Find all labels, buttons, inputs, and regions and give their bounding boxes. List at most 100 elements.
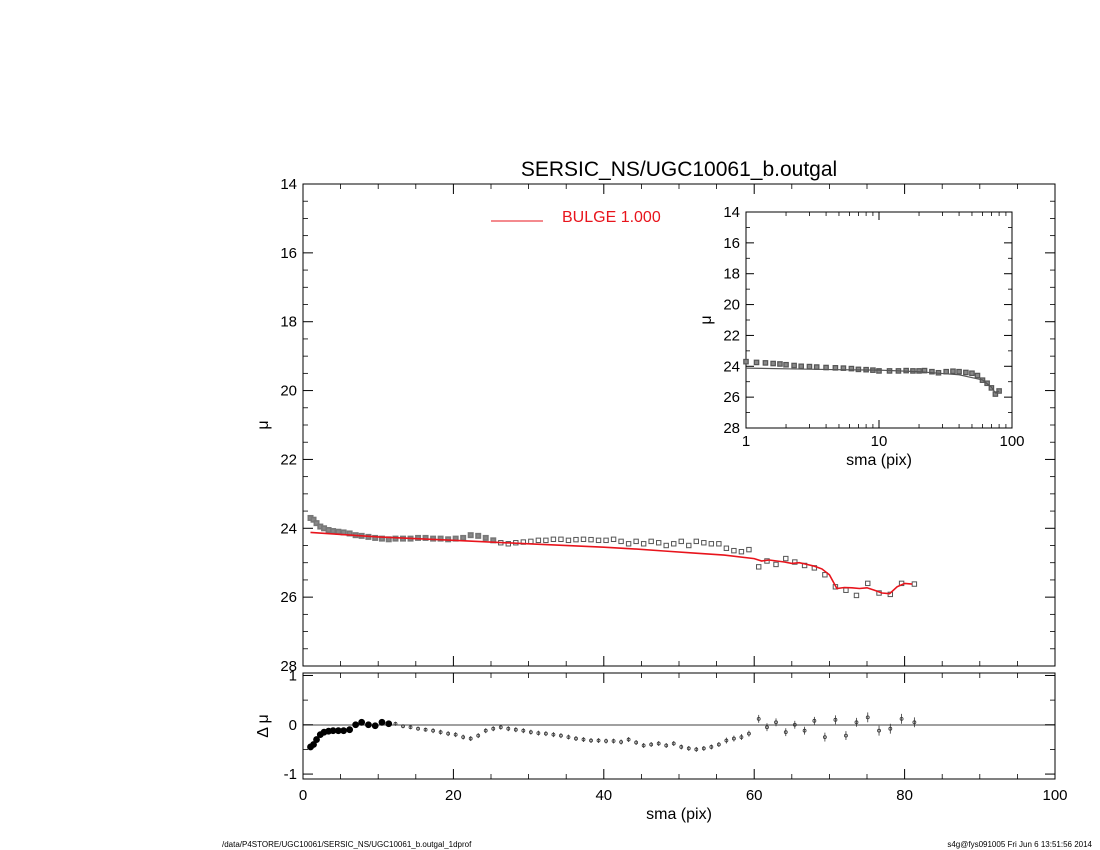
data-point [330, 528, 337, 535]
residual-y-tick-label: 1 [289, 667, 297, 684]
data-point [671, 541, 677, 547]
residual-point [844, 733, 848, 738]
inset-x-tick-label: 1 [742, 433, 750, 450]
inset-model-line [745, 367, 1000, 394]
inset-y-tick-label: 22 [723, 327, 740, 344]
inset-data-point [950, 368, 956, 375]
residual-point [566, 735, 571, 739]
data-point [437, 535, 444, 542]
data-point [610, 536, 617, 543]
inset-data-point [791, 362, 797, 369]
data-point [686, 542, 692, 549]
inset-data-point [916, 368, 922, 374]
inset-data-point [956, 368, 962, 375]
chart-title: SERSIC_NS/UGC10061_b.outgal [521, 158, 837, 181]
data-point [746, 546, 752, 553]
residual-point [679, 745, 684, 749]
inset-data-point [777, 361, 783, 367]
inset-data-point [783, 361, 789, 368]
residual-point [513, 727, 518, 732]
data-point [723, 545, 730, 551]
data-point [392, 535, 399, 542]
residual-point [756, 716, 761, 721]
residual-point [701, 746, 706, 751]
residual-point [812, 718, 817, 723]
residual-panel: 10-10 20 40 60 80 100 Δ μ sma (pix) [255, 667, 1068, 823]
residual-point [423, 727, 428, 732]
main-y-tick-label: 24 [280, 520, 297, 537]
main-axis-ticks: 14 16 18 20 22 24 26 28 [280, 176, 1056, 675]
residual-point [664, 743, 669, 748]
residual-point [453, 732, 458, 737]
inset-y-tick-label: 24 [723, 358, 740, 375]
residual-point [912, 720, 917, 725]
residual-point [365, 721, 372, 729]
residual-point [604, 739, 608, 743]
residual-point [833, 717, 838, 722]
main-y-tick-label: 18 [280, 314, 297, 331]
data-point [603, 537, 609, 544]
residual-point [358, 718, 366, 726]
residual-point [641, 743, 646, 748]
residual-point [792, 722, 797, 727]
data-point [535, 537, 542, 544]
inset-x-tick-label: 100 [999, 433, 1024, 450]
residual-point [536, 731, 541, 736]
residual-axis-ticks: 10-10 20 40 60 80 100 [284, 667, 1068, 804]
residual-point [446, 731, 451, 736]
inset-y-tick-label: 20 [723, 297, 740, 314]
residual-point [724, 738, 729, 743]
data-point [422, 534, 429, 541]
data-point [313, 520, 320, 527]
residual-point [521, 728, 526, 733]
residual-point [899, 716, 904, 721]
residual-point [783, 730, 788, 735]
data-point [865, 580, 871, 587]
x-tick-label: 60 [746, 787, 763, 804]
residual-point [581, 737, 586, 742]
inset-data-point [996, 388, 1002, 394]
residual-point [551, 732, 556, 737]
residual-y-tick-label: -1 [284, 766, 297, 783]
residual-point [528, 730, 533, 735]
inset-data-point [992, 391, 999, 397]
main-y-tick-label: 22 [280, 451, 297, 468]
data-point [310, 516, 317, 523]
data-point [528, 538, 534, 545]
residual-point [559, 733, 563, 738]
residual-point [731, 736, 736, 741]
residual-point [393, 721, 398, 726]
data-point [505, 541, 511, 547]
inset-axis-ticks: 14 16 18 20 22 24 26 281 10 100 [723, 204, 1024, 450]
residual-point [476, 733, 481, 738]
residual-point [483, 728, 488, 733]
residual-point [671, 741, 676, 746]
residual-point [634, 740, 639, 745]
residual-y-axis-label: Δ μ [255, 714, 272, 737]
data-point [843, 587, 849, 593]
inset-data-point [762, 360, 769, 366]
residual-point [619, 740, 623, 744]
main-y-tick-label: 28 [280, 658, 297, 675]
residual-point [401, 724, 405, 729]
x-tick-label: 20 [445, 787, 462, 804]
inset-y-axis-label: μ [698, 315, 715, 324]
footer-file-path: /data/P4STORE/UGC10061/SERSIC_NS/UGC1006… [222, 840, 472, 849]
residual-point [352, 721, 360, 729]
main-y-tick-label: 20 [280, 383, 297, 400]
residual-point [438, 730, 443, 735]
x-tick-label: 100 [1042, 787, 1067, 804]
residual-point [371, 722, 379, 730]
residual-data-points [307, 712, 917, 752]
residual-point [506, 726, 511, 731]
main-y-tick-label: 16 [280, 245, 297, 262]
data-point [550, 536, 557, 543]
residual-point [765, 725, 769, 730]
inset-data-point [813, 364, 820, 370]
data-point [543, 537, 549, 544]
data-point [633, 538, 639, 545]
residual-point [611, 739, 616, 743]
residual-point [802, 728, 807, 733]
residual-point [468, 736, 473, 741]
residual-point [461, 735, 466, 739]
